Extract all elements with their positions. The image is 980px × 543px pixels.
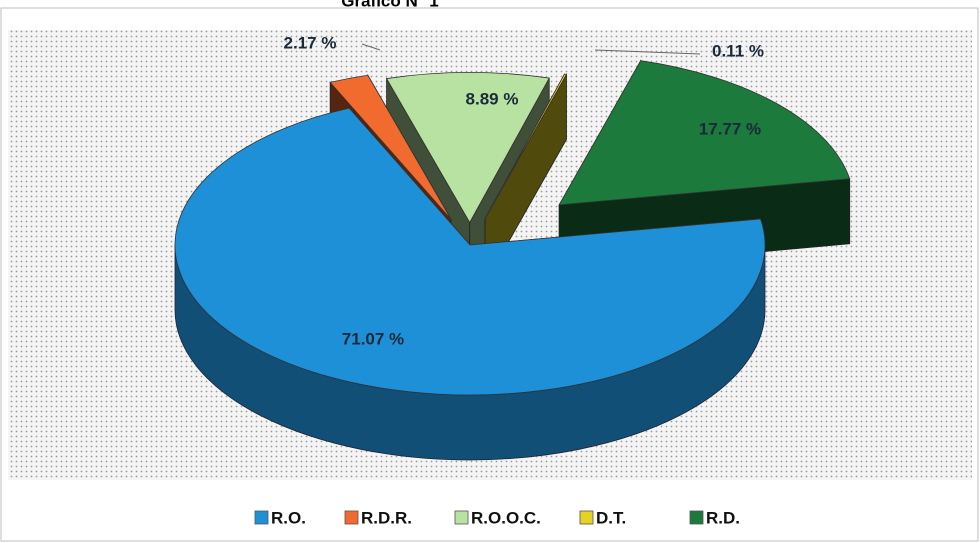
pie: 71.07 % 2.17 % 8.89 % 0.11 % 17.77 % [174,33,851,461]
legend-label: R.O. [271,508,306,527]
legend-swatch [454,510,469,525]
data-label: 0.11 % [712,41,764,60]
slice-top [558,60,851,206]
slice [484,72,568,286]
legend-swatch [689,510,704,525]
legend-swatch [344,510,359,525]
slice-top [174,107,766,396]
data-label: 2.17 % [284,33,337,52]
leader-line [594,49,701,55]
data-label: 8.89 % [466,89,519,108]
leader-line [361,43,381,51]
chart-title: Gráfico N° 1 [341,0,439,10]
data-label: 71.07 % [342,329,404,348]
legend-label: R.O.O.C. [471,508,541,527]
data-label: 17.77 % [699,119,761,138]
legend-label: R.D. [706,508,740,527]
legend: R.O. R.D.R. R.O.O.C. D.T. R.D. [254,508,740,527]
slice-top [329,74,452,220]
legend-label: D.T. [596,508,626,527]
legend-swatch [579,510,594,525]
slice [174,107,766,461]
slice-top [484,73,568,219]
legend-swatch [254,510,269,525]
legend-label: R.D.R. [361,508,412,527]
slice-top [385,72,550,224]
